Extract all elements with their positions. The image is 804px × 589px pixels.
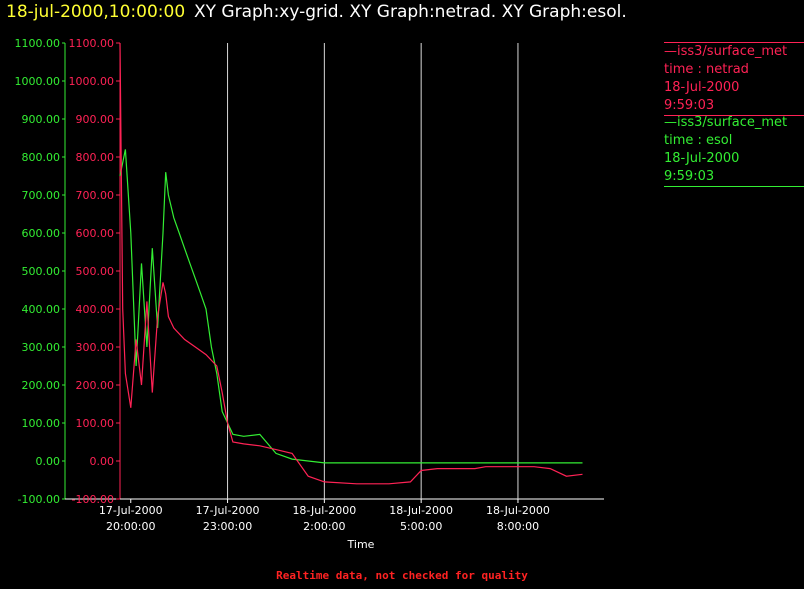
legend-date: 18-Jul-2000 <box>664 151 740 166</box>
x-axis-label: Time <box>347 538 375 551</box>
legend-source: —iss3/surface_met <box>664 44 788 59</box>
header-title: XY Graph:xy-grid. XY Graph:netrad. XY Gr… <box>194 2 627 22</box>
y-tick-label-netrad: 100.00 <box>76 417 115 430</box>
y-tick-label-esol: 500.00 <box>22 265 61 278</box>
x-tick-label-date: 17-Jul-2000 <box>99 504 163 517</box>
y-tick-label-netrad: 1100.00 <box>69 37 115 50</box>
legend-date: 18-Jul-2000 <box>664 80 740 95</box>
x-tick-label-date: 18-Jul-2000 <box>292 504 356 517</box>
series-line-timeesol <box>119 149 583 464</box>
y-tick-label-esol: 400.00 <box>22 303 61 316</box>
y-tick-label-esol: -100.00 <box>18 493 60 506</box>
y-tick-label-netrad: 200.00 <box>76 379 115 392</box>
header-timestamp: 18-jul-2000,10:00:00 <box>6 2 186 22</box>
x-tick-label-date: 18-Jul-2000 <box>389 504 453 517</box>
quality-notice: Realtime data, not checked for quality <box>276 569 528 582</box>
y-tick-label-netrad: 0.00 <box>90 455 115 468</box>
legend-entry-netrad: —iss3/surface_met time : netrad 18-Jul-2… <box>664 42 804 116</box>
y-tick-label-esol: 800.00 <box>22 151 61 164</box>
y-tick-label-esol: 100.00 <box>22 417 61 430</box>
legend-source: —iss3/surface_met <box>664 115 788 130</box>
y-tick-label-netrad: 900.00 <box>76 113 115 126</box>
series-line-timenetrad <box>119 42 583 485</box>
y-tick-label-esol: 0.00 <box>36 455 61 468</box>
x-tick-label-date: 17-Jul-2000 <box>196 504 260 517</box>
y-tick-label-esol: 1000.00 <box>15 75 61 88</box>
y-tick-label-netrad: 500.00 <box>76 265 115 278</box>
legend-time: 9:59:03 <box>664 98 715 113</box>
y-tick-label-esol: 600.00 <box>22 227 61 240</box>
y-tick-label-esol: 300.00 <box>22 341 61 354</box>
legend-time: 9:59:03 <box>664 169 715 184</box>
x-tick-label-time: 8:00:00 <box>497 520 539 533</box>
legend-variable: time : netrad <box>664 62 749 77</box>
y-tick-label-esol: 900.00 <box>22 113 61 126</box>
y-tick-label-netrad: 1000.00 <box>69 75 115 88</box>
x-tick-label-date: 18-Jul-2000 <box>486 504 550 517</box>
y-tick-label-netrad: -100.00 <box>72 493 114 506</box>
y-tick-label-esol: 200.00 <box>22 379 61 392</box>
y-tick-label-esol: 700.00 <box>22 189 61 202</box>
x-tick-label-time: 5:00:00 <box>400 520 442 533</box>
x-tick-label-time: 23:00:00 <box>203 520 252 533</box>
x-tick-label-time: 20:00:00 <box>106 520 155 533</box>
y-tick-label-esol: 1100.00 <box>15 37 61 50</box>
y-tick-label-netrad: 300.00 <box>76 341 115 354</box>
legend-variable: time : esol <box>664 133 733 148</box>
y-tick-label-netrad: 400.00 <box>76 303 115 316</box>
x-tick-label-time: 2:00:00 <box>303 520 345 533</box>
legend-entry-esol: —iss3/surface_met time : esol 18-Jul-200… <box>664 114 804 187</box>
y-tick-label-netrad: 700.00 <box>76 189 115 202</box>
y-tick-label-netrad: 600.00 <box>76 227 115 240</box>
y-tick-label-netrad: 800.00 <box>76 151 115 164</box>
